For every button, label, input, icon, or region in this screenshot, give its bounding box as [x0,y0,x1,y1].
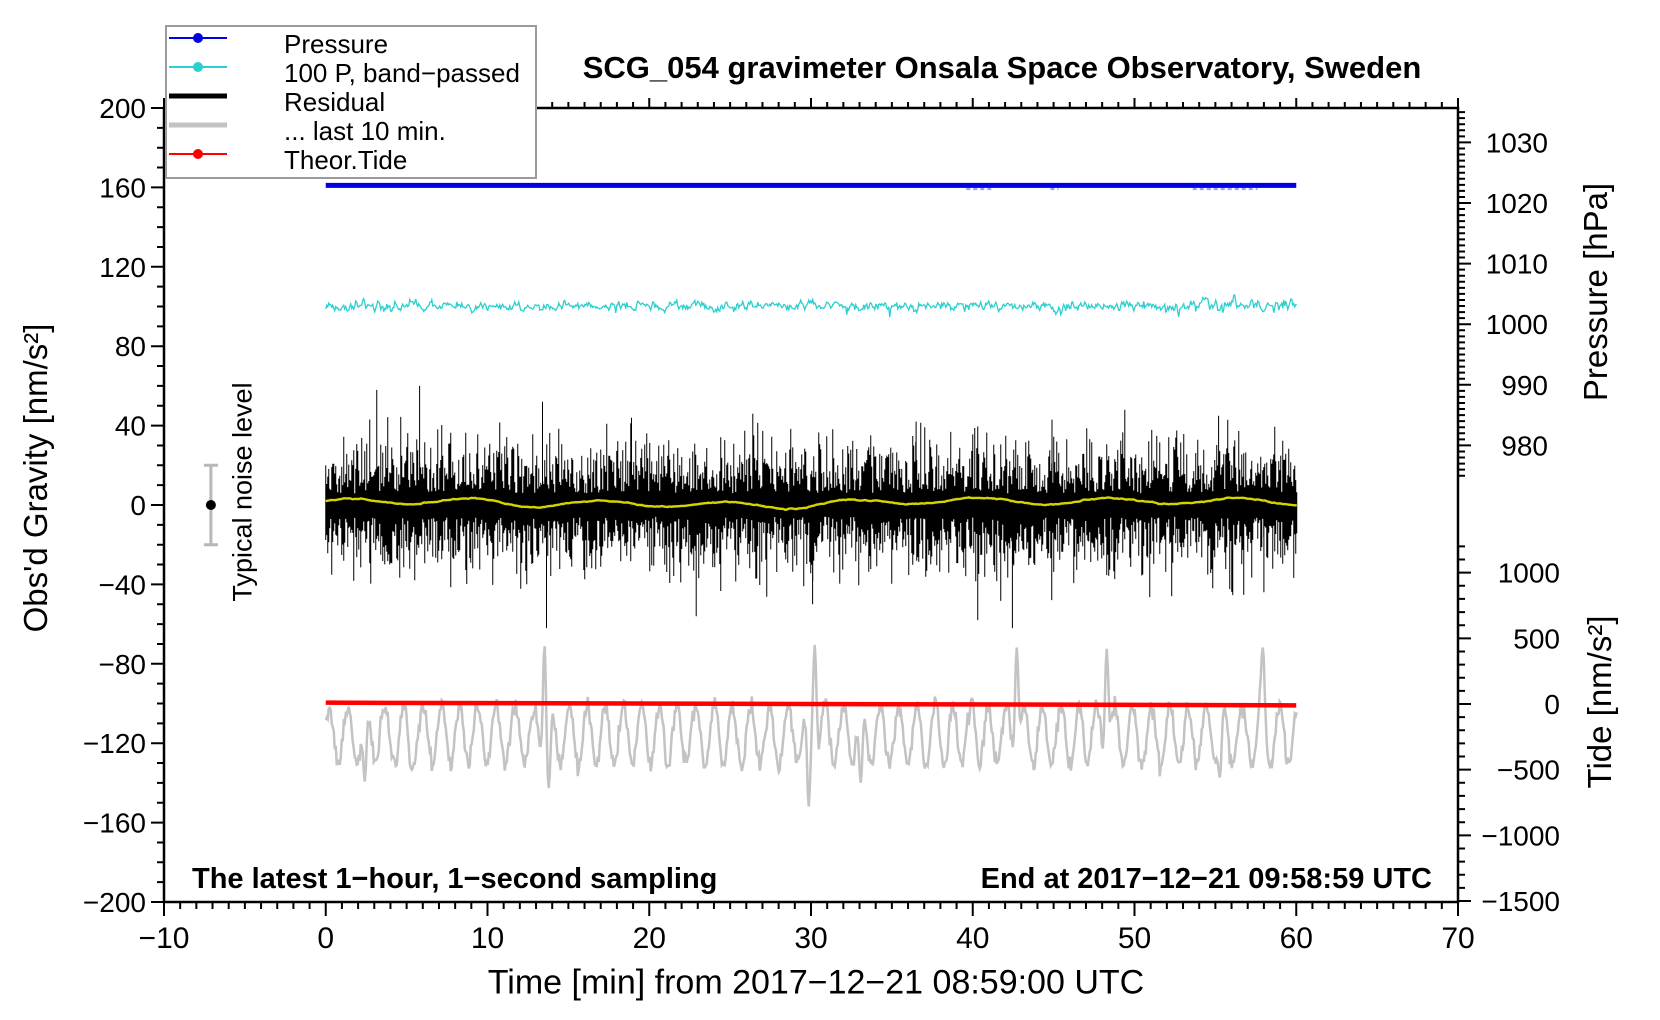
tick-label: 40 [956,922,989,955]
tick-label: 980 [1501,430,1548,461]
tick-label: −40 [99,569,147,600]
tick-label: −200 [83,887,146,918]
tick-label: 200 [99,93,146,124]
theortide-line-sample-icon [169,149,227,159]
residual-noise [325,385,1298,629]
tick-label: 1030 [1486,127,1548,158]
tick-label: 1020 [1486,188,1548,219]
legend-item-theortide: Theor.Tide [167,146,535,174]
legend-dot [193,62,203,72]
typical-noise-level-label: Typical noise level [227,382,258,602]
tick-label: 60 [1280,922,1313,955]
axis-ticks [151,98,1471,916]
x-axis-title: Time [min] from 2017−12−21 08:59:00 UTC [487,963,1145,1002]
tick-label: 160 [99,172,146,203]
bandpassed-line-sample-icon [169,62,227,72]
plot-frame [162,106,1460,904]
tick-label: −500 [1497,755,1560,786]
tick-label: 20 [633,922,666,955]
tick-label: −1000 [1481,820,1560,851]
sampling-note: The latest 1−hour, 1−second sampling [192,863,718,895]
tick-label: 30 [794,922,827,955]
legend-label: 100 P, band−passed [284,58,520,88]
tick-label: 40 [115,411,146,442]
legend-item-residual: Residual [167,88,535,116]
tick-label: −80 [99,649,147,680]
tick-label: 500 [1513,623,1560,654]
legend-item-pressure: Pressure [167,30,535,58]
bandpassed-line [325,294,1298,318]
tick-label: 0 [1544,689,1560,720]
tick-label: 0 [130,490,146,521]
tick-label: −1500 [1481,886,1560,917]
chart-title: SCG_054 gravimeter Onsala Space Observat… [582,50,1422,85]
y-axis-title-tide: Tide [nm/s²] [1581,615,1618,789]
legend-dot [193,33,203,43]
tick-label: 10 [471,922,504,955]
tick-label: 70 [1441,922,1474,955]
tick-label: −120 [83,728,146,759]
tick-label: 80 [115,331,146,362]
tick-label: −160 [83,808,146,839]
tick-label: 990 [1501,370,1548,401]
y-axis-title-pressure: Pressure [hPa] [1577,182,1614,402]
last10min-line [324,644,1298,807]
last10min-line-sample-icon [169,122,227,128]
legend: Pressure 100 P, band−passed Residual ...… [165,25,537,179]
tick-label: 1000 [1498,558,1560,589]
end-time-note: End at 2017−12−21 09:58:59 UTC [980,863,1432,895]
pressure-line-sample-icon [169,33,227,43]
theortide-line [325,700,1297,708]
legend-dot [193,149,203,159]
legend-label: Pressure [284,29,389,59]
legend-label: Theor.Tide [284,145,408,175]
noise-dot [205,500,216,510]
tick-label: 50 [1118,922,1151,955]
legend-label: Residual [284,87,386,117]
legend-label: ... last 10 min. [284,116,446,146]
legend-item-last10min: ... last 10 min. [167,117,535,145]
smoothed-residual-line [325,495,1297,512]
legend-item-bandpassed: 100 P, band−passed [167,59,535,87]
tick-label: −10 [139,922,190,955]
tick-label: 0 [317,922,334,955]
tick-label: 120 [99,252,146,283]
tick-label: 1010 [1486,249,1548,280]
residual-line-sample-icon [169,93,227,99]
y-axis-title-gravity: Obs'd Gravity [nm/s²] [17,323,54,633]
tick-label: 1000 [1486,309,1548,340]
